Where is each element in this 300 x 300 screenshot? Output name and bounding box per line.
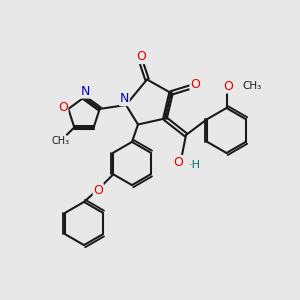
Text: CH₃: CH₃: [242, 81, 261, 92]
Text: O: O: [174, 155, 183, 169]
Text: O: O: [58, 101, 68, 114]
Text: O: O: [136, 50, 146, 64]
Text: N: N: [81, 85, 90, 98]
Text: O: O: [190, 77, 200, 91]
Text: O: O: [93, 184, 103, 197]
Text: CH₃: CH₃: [52, 136, 70, 146]
Text: N: N: [120, 92, 129, 106]
Text: O: O: [223, 80, 233, 93]
Text: ·H: ·H: [189, 160, 201, 170]
